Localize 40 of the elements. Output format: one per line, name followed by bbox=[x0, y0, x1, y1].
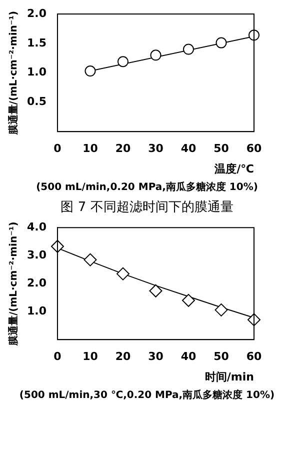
y-tick-label: 4.0 bbox=[26, 220, 47, 234]
point bbox=[116, 267, 130, 280]
y-tick-label: 0.5 bbox=[26, 95, 46, 108]
x-tick-label: 50 bbox=[214, 142, 230, 156]
text: (500 mL/min,30 ℃,0.20 MPa,南瓜多糖浓度 10%) bbox=[18, 388, 276, 402]
x-tick-label: 20 bbox=[115, 142, 131, 156]
x-tick-label: 30 bbox=[148, 350, 164, 364]
x-tick-label: 60 bbox=[246, 142, 262, 156]
x-axis-title: 温度/℃ bbox=[214, 162, 254, 176]
point bbox=[149, 284, 162, 298]
y-tick-label: 2.0 bbox=[26, 6, 47, 20]
point bbox=[182, 44, 194, 55]
y-axis-title: 膜通量/(mL·cm⁻²·min⁻¹) bbox=[8, 10, 20, 136]
point bbox=[182, 294, 195, 307]
y-tick-label: 1.5 bbox=[26, 36, 46, 50]
x-tick-label: 40 bbox=[180, 350, 196, 364]
y-tick-label: 1.0 bbox=[26, 304, 47, 318]
x-tick-label: 60 bbox=[246, 350, 262, 364]
point bbox=[84, 66, 96, 77]
x-tick-label: 40 bbox=[180, 142, 196, 156]
x-tick-label: 50 bbox=[214, 350, 230, 364]
x-tick-label: 30 bbox=[148, 142, 164, 156]
x-axis-title: 时间/min bbox=[204, 370, 254, 384]
y-tick-label: 3.0 bbox=[26, 248, 47, 262]
point bbox=[214, 303, 228, 316]
point bbox=[216, 37, 227, 48]
x-tick-label: 0 bbox=[54, 142, 62, 156]
y-axis-title: 膜通量/(mL·cm⁻²·min⁻¹) bbox=[8, 222, 20, 347]
point bbox=[84, 253, 97, 266]
point bbox=[248, 30, 260, 41]
point bbox=[150, 50, 162, 61]
x-tick-label: 10 bbox=[82, 350, 98, 364]
chart-title: 图 7 不同超滤时间下的膜通量 bbox=[60, 199, 234, 216]
text: (500 mL/min,0.20 MPa,南瓜多糖浓度 10%) bbox=[35, 180, 259, 194]
y-tick-label: 1.0 bbox=[26, 66, 47, 79]
x-tick-label: 0 bbox=[54, 350, 62, 364]
y-tick-label: 2.0 bbox=[26, 276, 47, 290]
x-tick-label: 10 bbox=[82, 142, 98, 156]
x-tick-label: 20 bbox=[115, 350, 131, 364]
point bbox=[117, 56, 128, 68]
